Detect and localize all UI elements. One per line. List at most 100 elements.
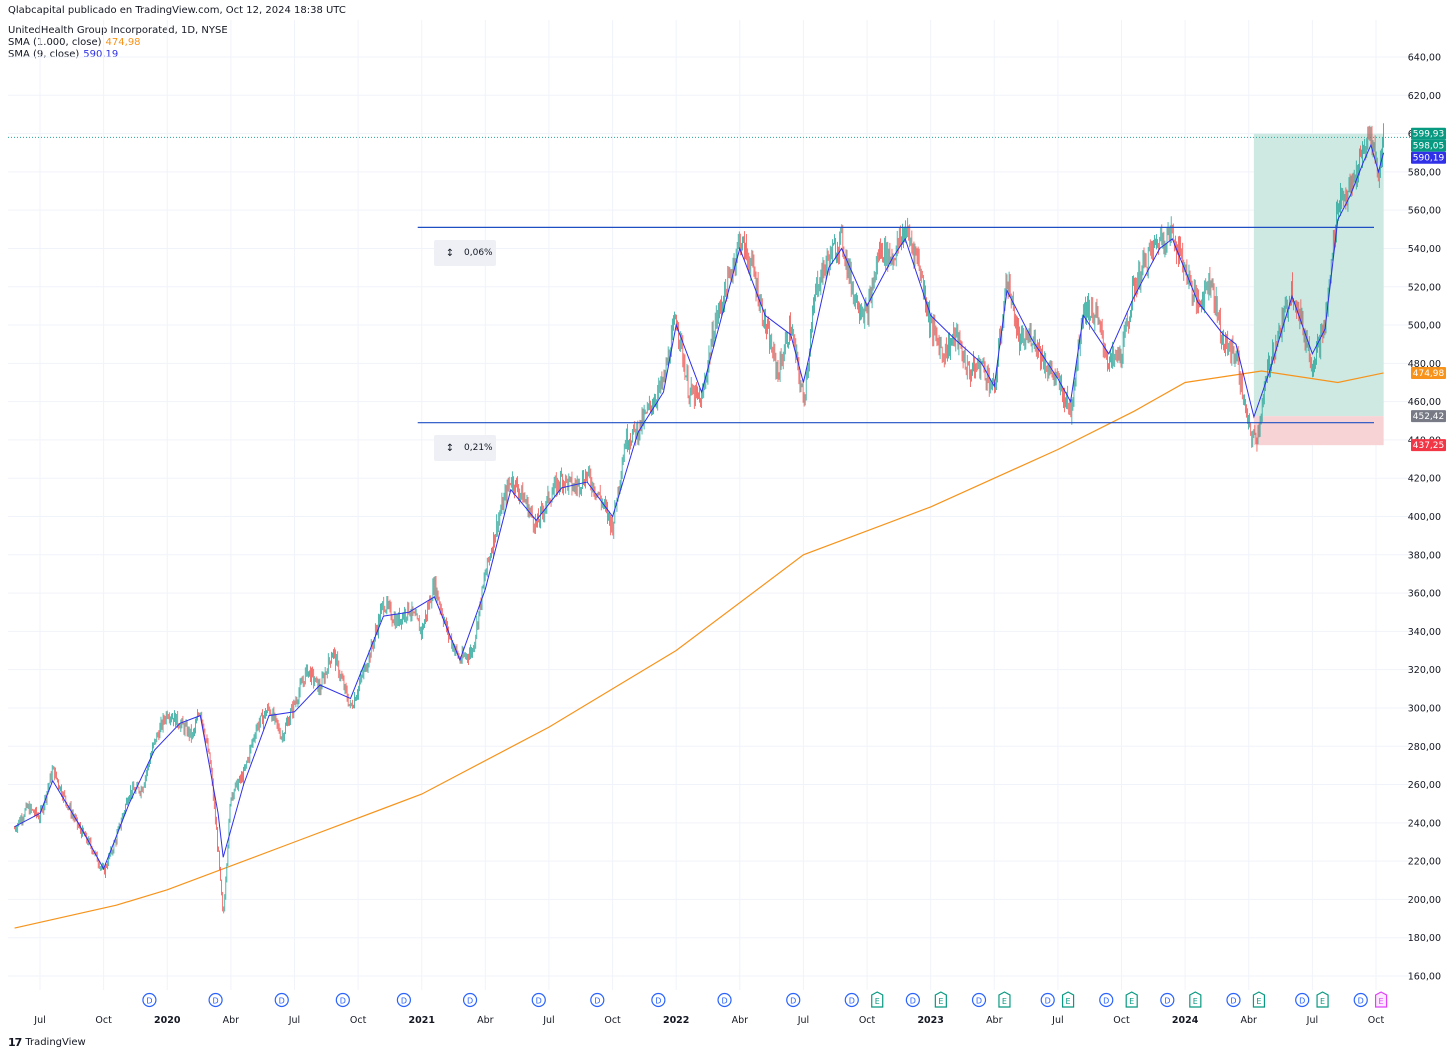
symbol-title: UnitedHealth Group Incorporated, 1D, NYS… xyxy=(8,25,228,36)
earnings-marker[interactable]: E xyxy=(998,991,1011,1008)
y-tick-label: 200,00 xyxy=(1408,895,1441,906)
sma-short-value: 590,19 xyxy=(83,49,119,60)
earnings-glyph: E xyxy=(1002,997,1007,1006)
dividend-marker[interactable]: D xyxy=(844,992,859,1008)
x-tick-label: 2021 xyxy=(408,1015,434,1026)
dividend-glyph: D xyxy=(1103,997,1109,1006)
measure-label-top[interactable]: ↕ 0,06% xyxy=(434,240,496,266)
dividend-icon xyxy=(208,992,223,1008)
x-tick-label: Abr xyxy=(732,1015,749,1026)
dividend-icon xyxy=(396,992,412,1008)
dividend-marker[interactable]: D xyxy=(651,992,666,1008)
earnings-marker[interactable]: E xyxy=(934,991,947,1008)
x-tick-label: Oct xyxy=(1113,1015,1130,1026)
dividend-marker[interactable]: D xyxy=(971,992,987,1008)
earnings-glyph: E xyxy=(1256,997,1261,1006)
dividend-icon xyxy=(590,992,605,1008)
brand-name: TradingView xyxy=(25,1037,86,1048)
dividend-icon xyxy=(905,992,920,1008)
x-tick-label: Abr xyxy=(986,1015,1003,1026)
x-tick-label: Jul xyxy=(1051,1015,1063,1026)
dividend-glyph: D xyxy=(594,997,600,1006)
x-tick-label: Jul xyxy=(33,1015,45,1026)
price-label-text: 474,98 xyxy=(1413,369,1445,379)
price-label-box xyxy=(1411,439,1446,452)
dividend-marker[interactable]: D xyxy=(274,992,289,1008)
dividend-marker[interactable]: D xyxy=(396,992,412,1008)
measure-value: 0,06% xyxy=(464,248,493,258)
earnings-marker[interactable]: E xyxy=(1061,991,1075,1008)
dividend-marker[interactable]: D xyxy=(142,992,157,1008)
price-label-text: 599,93 xyxy=(1413,130,1445,140)
y-tick-label: 220,00 xyxy=(1408,857,1441,868)
earnings-marker[interactable]: E xyxy=(871,991,884,1008)
x-tick-label: Abr xyxy=(1241,1015,1258,1026)
sma-long-line xyxy=(14,370,1384,929)
sma-long-label: SMA (1.000, close) xyxy=(8,37,102,48)
earnings-marker[interactable]: E xyxy=(1374,991,1388,1008)
earnings-marker[interactable]: E xyxy=(1125,991,1138,1008)
x-tick-label: Oct xyxy=(1368,1015,1385,1026)
dividend-marker[interactable]: D xyxy=(1160,992,1175,1008)
earnings-marker[interactable]: E xyxy=(1189,991,1202,1008)
earnings-marker[interactable]: E xyxy=(1252,991,1266,1008)
dividend-icon xyxy=(1295,992,1310,1008)
dividend-icon xyxy=(1160,992,1175,1008)
earnings-glyph: E xyxy=(1379,997,1384,1006)
dividend-glyph: D xyxy=(467,997,473,1006)
x-tick-label: Jul xyxy=(1306,1015,1318,1026)
dividend-icon xyxy=(142,992,157,1008)
dividend-icon xyxy=(531,992,546,1008)
measure-label-bottom[interactable]: ↕ 0,21% xyxy=(434,435,496,461)
dividend-marker[interactable]: D xyxy=(1226,992,1241,1008)
dividend-icon xyxy=(1040,992,1055,1008)
y-tick-label: 360,00 xyxy=(1408,589,1441,600)
dividend-glyph: D xyxy=(279,997,285,1006)
y-tick-label: 620,00 xyxy=(1408,91,1441,102)
dividend-marker[interactable]: D xyxy=(1040,992,1055,1008)
dividend-marker[interactable]: D xyxy=(462,992,478,1008)
price-label-box xyxy=(1411,151,1446,164)
y-tick-label: 560,00 xyxy=(1408,206,1441,217)
earnings-icon xyxy=(1316,991,1329,1008)
y-tick-label: 580,00 xyxy=(1408,167,1441,178)
dividend-marker[interactable]: D xyxy=(1099,992,1114,1008)
dividend-marker[interactable]: D xyxy=(531,992,546,1008)
earnings-glyph: E xyxy=(1320,997,1325,1006)
y-tick-label: 340,00 xyxy=(1408,627,1441,638)
dividend-glyph: D xyxy=(1358,997,1364,1006)
earnings-icon xyxy=(1189,991,1202,1008)
dividend-marker[interactable]: D xyxy=(786,992,801,1008)
y-tick-label: 420,00 xyxy=(1408,474,1441,485)
dividend-icon xyxy=(1226,992,1241,1008)
dividend-marker[interactable]: D xyxy=(1295,992,1310,1008)
dividend-glyph: D xyxy=(721,997,727,1006)
y-tick-label: 260,00 xyxy=(1408,780,1441,791)
dividend-marker[interactable]: D xyxy=(208,992,223,1008)
dividend-marker[interactable]: D xyxy=(905,992,920,1008)
x-axis: Jul Oct 2020 Abr Jul Oct 2021 Abr Jul Oct 2022 Abr J… xyxy=(33,1015,1384,1026)
dividend-marker[interactable]: D xyxy=(335,992,350,1008)
earnings-marker[interactable]: E xyxy=(1316,991,1329,1008)
dividend-glyph: D xyxy=(1045,997,1051,1006)
x-tick-label: Jul xyxy=(542,1015,554,1026)
earnings-glyph: E xyxy=(1066,997,1071,1006)
dividend-marker[interactable]: D xyxy=(1353,992,1368,1008)
dividend-icon xyxy=(335,992,350,1008)
y-tick-label: 300,00 xyxy=(1408,703,1441,714)
dividend-marker[interactable]: D xyxy=(717,992,732,1008)
tradingview-logo[interactable]: 𝟭7 TradingView xyxy=(8,1036,86,1049)
candles xyxy=(14,123,1384,914)
sma-long-value: 474,98 xyxy=(105,37,141,48)
profit-zone xyxy=(1253,133,1384,417)
dividend-glyph: D xyxy=(1230,997,1236,1006)
dividend-marker[interactable]: D xyxy=(590,992,605,1008)
dividend-glyph: D xyxy=(655,997,661,1006)
x-tick-label: 2024 xyxy=(1172,1015,1199,1026)
price-label-box xyxy=(1411,366,1446,379)
sma-short-legend[interactable]: SMA (9, close) 590,19 xyxy=(8,49,118,61)
sma-long-legend[interactable]: SMA (1.000, close) 474,98 xyxy=(8,37,141,49)
earnings-glyph: E xyxy=(1193,997,1198,1006)
